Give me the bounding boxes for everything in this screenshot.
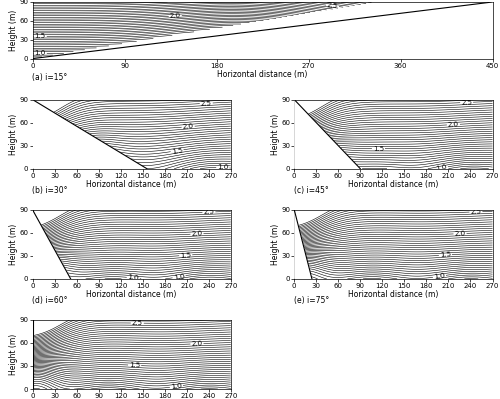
Text: 2.5: 2.5 — [461, 99, 472, 106]
Text: 1.5: 1.5 — [180, 252, 192, 259]
Y-axis label: Height (m): Height (m) — [270, 114, 280, 155]
Text: 1.5: 1.5 — [373, 146, 384, 152]
Text: (b) i=30°: (b) i=30° — [32, 186, 68, 195]
Text: (d) i=60°: (d) i=60° — [32, 296, 68, 305]
Text: 1.0: 1.0 — [173, 273, 185, 280]
Text: 1.0: 1.0 — [170, 383, 182, 390]
Text: 2.0: 2.0 — [182, 123, 194, 130]
Y-axis label: Height (m): Height (m) — [9, 224, 18, 265]
Polygon shape — [32, 210, 70, 279]
Text: 1.5: 1.5 — [34, 33, 46, 39]
Text: 2.5: 2.5 — [470, 209, 482, 215]
X-axis label: Horizontal distance (m): Horizontal distance (m) — [218, 70, 308, 79]
Text: 1.5: 1.5 — [171, 147, 183, 154]
X-axis label: Horizontal distance (m): Horizontal distance (m) — [86, 290, 177, 299]
Text: 2.5: 2.5 — [200, 100, 212, 107]
Polygon shape — [294, 210, 312, 279]
Text: 1.5: 1.5 — [440, 252, 451, 259]
Text: (e) i=75°: (e) i=75° — [294, 296, 330, 305]
Text: 1.0: 1.0 — [128, 275, 139, 282]
Text: 1.5: 1.5 — [129, 362, 140, 369]
Text: 2.0: 2.0 — [454, 230, 466, 237]
X-axis label: Horizontal distance (m): Horizontal distance (m) — [348, 180, 438, 189]
Y-axis label: Height (m): Height (m) — [9, 114, 18, 155]
Polygon shape — [32, 100, 147, 169]
Text: (a) i=15°: (a) i=15° — [32, 73, 68, 82]
Polygon shape — [32, 2, 492, 59]
X-axis label: Horizontal distance (m): Horizontal distance (m) — [86, 180, 177, 189]
Polygon shape — [294, 100, 360, 169]
Text: 2.5: 2.5 — [204, 209, 214, 215]
Text: (c) i=45°: (c) i=45° — [294, 186, 329, 195]
Y-axis label: Height (m): Height (m) — [270, 224, 280, 265]
Text: 1.0: 1.0 — [34, 50, 46, 56]
X-axis label: Horizontal distance (m): Horizontal distance (m) — [348, 290, 438, 299]
Text: 2.0: 2.0 — [192, 341, 202, 347]
Y-axis label: Height (m): Height (m) — [9, 10, 18, 51]
Text: 1.0: 1.0 — [436, 164, 448, 172]
Y-axis label: Height (m): Height (m) — [9, 334, 18, 375]
Text: 2.5: 2.5 — [326, 2, 338, 10]
Text: 2.0: 2.0 — [448, 121, 459, 128]
Text: 2.5: 2.5 — [132, 320, 143, 326]
Text: 1.0: 1.0 — [434, 273, 446, 280]
Text: 2.0: 2.0 — [170, 13, 181, 19]
Text: 1.0: 1.0 — [217, 164, 228, 171]
Text: 2.0: 2.0 — [192, 231, 202, 237]
